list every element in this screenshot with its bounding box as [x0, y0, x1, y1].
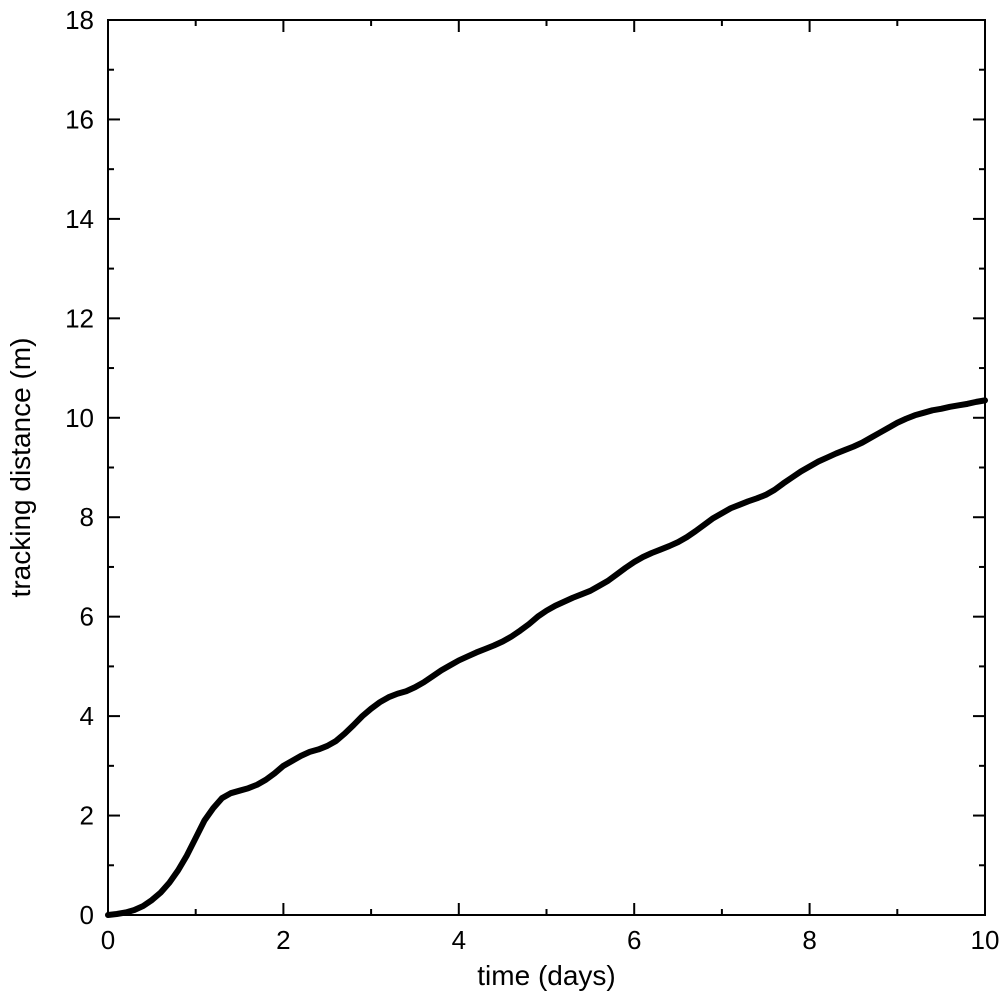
- y-tick-label: 2: [80, 801, 94, 831]
- x-tick-label: 2: [276, 925, 290, 955]
- x-tick-label: 10: [971, 925, 1000, 955]
- y-axis-label: tracking distance (m): [5, 338, 36, 598]
- y-tick-label: 18: [65, 5, 94, 35]
- y-tick-label: 6: [80, 602, 94, 632]
- x-tick-label: 0: [101, 925, 115, 955]
- y-tick-label: 4: [80, 701, 94, 731]
- y-tick-label: 16: [65, 104, 94, 134]
- x-tick-label: 4: [452, 925, 466, 955]
- y-tick-label: 14: [65, 204, 94, 234]
- x-tick-label: 6: [627, 925, 641, 955]
- y-tick-label: 0: [80, 900, 94, 930]
- y-tick-label: 12: [65, 303, 94, 333]
- chart-container: 0 2 4 6 8 10 0 2 4 6 8 10 12 14 16 18 time (days) trackin…: [0, 0, 1001, 994]
- x-axis-label: time (days): [477, 960, 615, 991]
- y-tick-label: 10: [65, 403, 94, 433]
- y-tick-label: 8: [80, 502, 94, 532]
- x-tick-label: 8: [802, 925, 816, 955]
- line-chart: 0 2 4 6 8 10 0 2 4 6 8 10 12 14 16 18 time (days) trackin…: [0, 0, 1001, 994]
